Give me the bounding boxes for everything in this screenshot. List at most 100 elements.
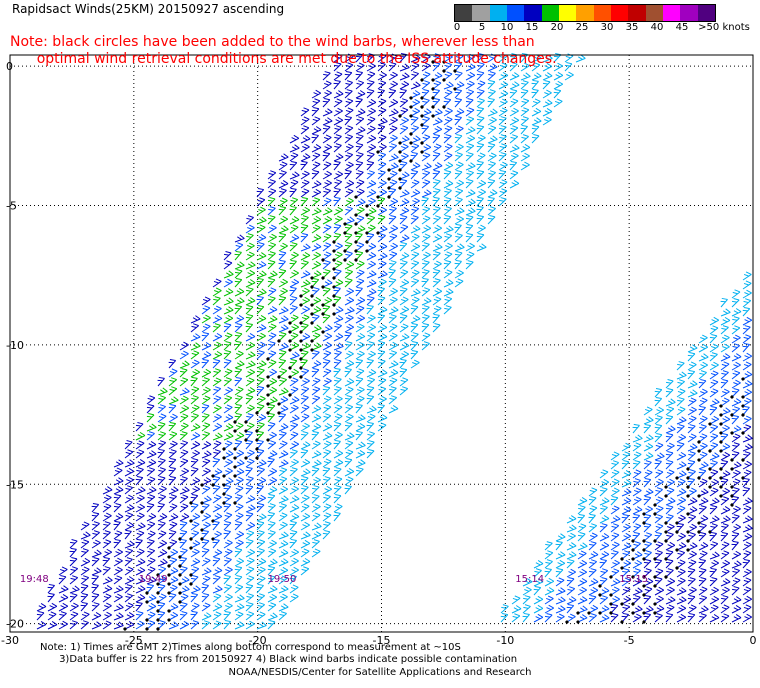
wind-barb <box>355 134 364 144</box>
wind-barb <box>145 611 156 622</box>
wind-barb <box>533 585 542 596</box>
wind-barb <box>719 407 731 417</box>
wind-barb <box>179 602 188 612</box>
wind-barb <box>388 386 397 396</box>
wind-barb <box>520 152 530 162</box>
wind-barb <box>388 125 398 135</box>
wind-barb <box>610 505 620 515</box>
wind-barb <box>588 541 597 551</box>
wind-barb <box>520 107 530 117</box>
wind-barb <box>731 343 740 353</box>
wind-barb <box>156 566 167 577</box>
wind-barb <box>687 568 696 578</box>
wind-barb <box>245 287 254 297</box>
wind-barb <box>322 385 331 396</box>
wind-barb <box>332 286 341 298</box>
wind-barb <box>332 260 343 271</box>
wind-barb <box>509 107 519 117</box>
wind-barb <box>610 515 621 524</box>
wind-barb <box>267 476 278 486</box>
wind-barb <box>676 596 687 605</box>
wind-barb <box>267 440 277 450</box>
wind-barb <box>610 487 620 497</box>
wind-barb <box>465 63 476 72</box>
wind-barb <box>311 180 322 189</box>
wind-barb <box>344 161 354 171</box>
wind-barb <box>256 206 266 216</box>
wind-barb <box>354 215 365 226</box>
wind-barb <box>355 441 366 450</box>
wind-barb <box>223 602 233 612</box>
wind-barb <box>322 242 332 252</box>
wind-barb <box>686 459 696 471</box>
wind-barb <box>245 466 253 477</box>
wind-barb <box>697 433 708 444</box>
wind-barb <box>234 395 243 405</box>
wind-barb <box>212 611 222 621</box>
wind-barb <box>520 161 530 171</box>
wind-barb <box>720 586 730 596</box>
wind-barb <box>300 431 309 441</box>
wind-barb <box>355 459 366 468</box>
wind-barb <box>643 460 652 470</box>
wind-barb <box>410 71 419 81</box>
wind-barb <box>388 341 398 351</box>
wind-barb <box>742 524 753 533</box>
wind-barb <box>300 448 309 459</box>
wind-barb <box>113 520 121 531</box>
wind-barb <box>212 350 223 360</box>
wind-barb <box>465 223 474 234</box>
wind-barb <box>709 497 720 506</box>
wind-barb <box>333 90 344 99</box>
wind-barb <box>665 433 674 443</box>
wind-barb <box>278 324 289 333</box>
wind-barb <box>223 584 232 594</box>
wind-barb <box>421 206 431 216</box>
wind-barb <box>344 80 353 90</box>
wind-barb <box>135 566 146 576</box>
wind-barb <box>157 549 168 558</box>
wind-barb <box>234 432 245 441</box>
wind-barb <box>300 485 309 495</box>
wind-barb <box>498 197 507 207</box>
wind-barb <box>531 72 542 81</box>
wind-barb <box>223 368 233 378</box>
wind-barb <box>443 116 453 126</box>
wind-barb <box>332 251 343 262</box>
wind-barb <box>212 440 222 450</box>
wind-barb <box>643 452 654 461</box>
wind-barb <box>465 89 475 99</box>
wind-barb <box>687 604 697 614</box>
wind-barb <box>742 361 752 371</box>
wind-barb <box>698 379 707 389</box>
wind-barb <box>135 467 144 477</box>
wind-barb <box>190 485 200 495</box>
wind-barb <box>245 297 256 306</box>
wind-barb <box>742 443 753 452</box>
wind-barb <box>322 413 332 423</box>
wind-barb <box>432 278 441 288</box>
wind-barb <box>58 620 68 630</box>
wind-barb <box>102 512 112 522</box>
wind-barb <box>465 260 474 270</box>
wind-barb <box>300 279 311 288</box>
colorbar-swatch <box>506 5 525 21</box>
wind-barb <box>113 477 124 486</box>
wind-barb <box>487 116 497 126</box>
wind-barb <box>179 422 189 432</box>
wind-barb <box>245 242 255 252</box>
wind-barb <box>520 80 529 90</box>
wind-barb <box>476 169 485 180</box>
wind-barb <box>465 251 475 261</box>
wind-barb <box>487 161 496 171</box>
wind-barb <box>742 271 752 281</box>
wind-barb <box>742 306 751 317</box>
wind-barb <box>245 620 255 630</box>
wind-barb <box>200 477 212 487</box>
wind-barb <box>256 593 266 603</box>
wind-barb <box>577 532 586 542</box>
colorbar-label: 45 <box>675 22 689 33</box>
wind-barb <box>731 325 741 335</box>
wind-barb <box>190 431 201 441</box>
wind-barb <box>377 170 386 180</box>
